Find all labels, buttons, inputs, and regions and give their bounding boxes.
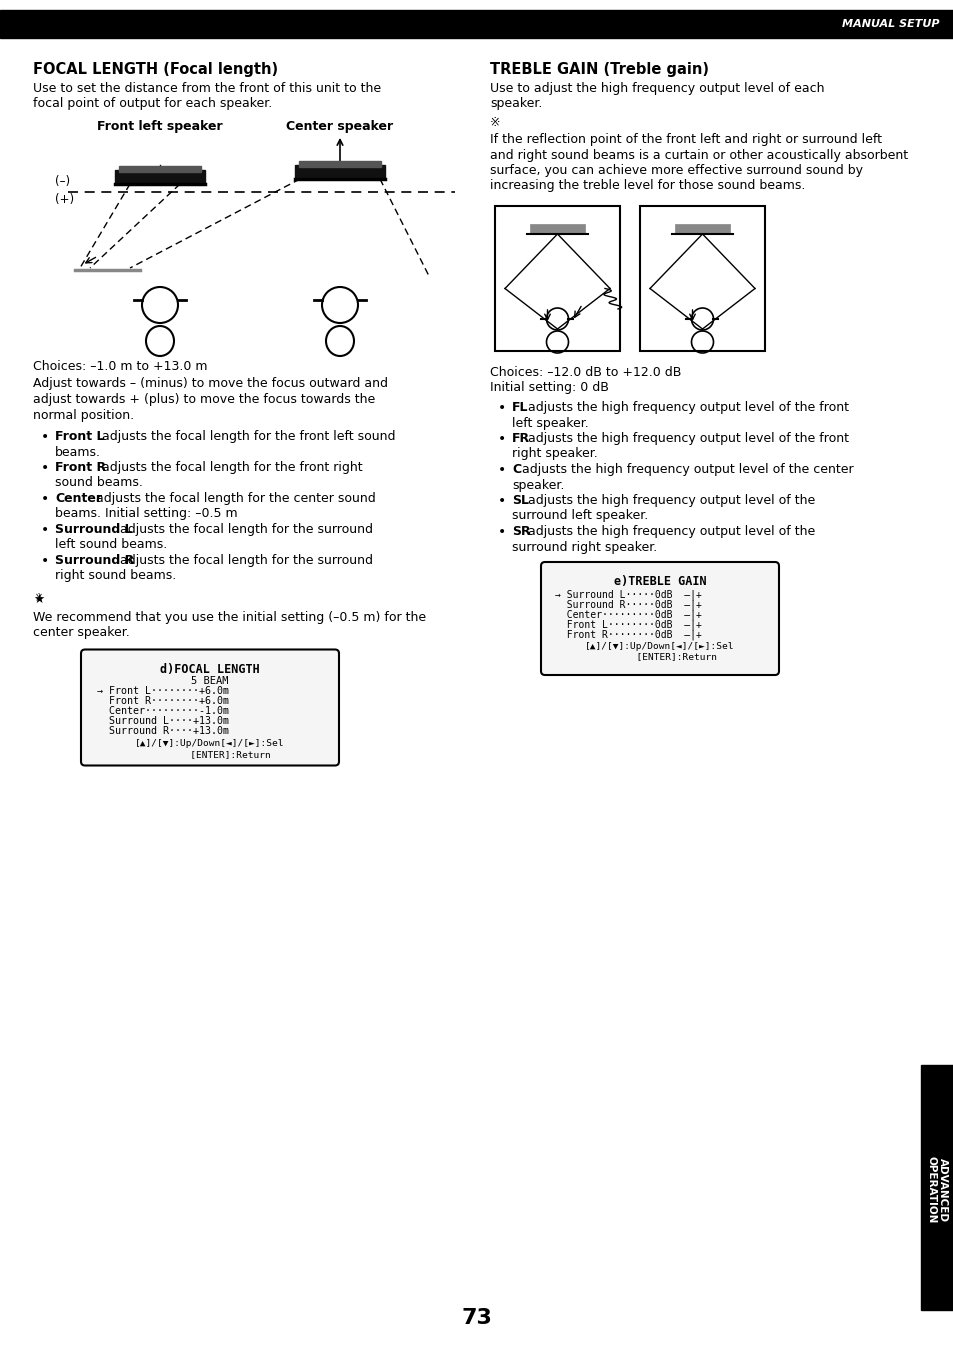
Text: Front R········+6.0m: Front R········+6.0m [97, 697, 229, 706]
Text: Choices: –12.0 dB to +12.0 dB: Choices: –12.0 dB to +12.0 dB [490, 367, 680, 379]
Text: SL: SL [512, 493, 529, 507]
Text: •: • [41, 492, 50, 506]
Text: beams.: beams. [55, 445, 101, 458]
Text: •: • [497, 400, 506, 415]
Text: Use to set the distance from the front of this unit to the: Use to set the distance from the front o… [33, 82, 381, 94]
Bar [530, 224, 584, 235]
Text: TREBLE GAIN (Treble gain): TREBLE GAIN (Treble gain) [490, 62, 708, 77]
Bar [294, 164, 385, 179]
Text: beams. Initial setting: –0.5 m: beams. Initial setting: –0.5 m [55, 507, 237, 520]
Text: e)TREBLE GAIN: e)TREBLE GAIN [613, 576, 705, 588]
Text: Initial setting: 0 dB: Initial setting: 0 dB [490, 381, 608, 395]
Bar [495, 206, 619, 350]
FancyBboxPatch shape [81, 650, 338, 766]
Text: adjusts the high frequency output level of the center: adjusts the high frequency output level … [517, 462, 853, 476]
Text: Center·········0dB  —|+: Center·········0dB —|+ [555, 609, 701, 620]
Text: 5 BEAM: 5 BEAM [191, 675, 229, 686]
Text: Front L: Front L [55, 430, 105, 443]
Text: ※: ※ [34, 593, 42, 603]
Text: SR: SR [512, 524, 530, 538]
Text: Front R: Front R [55, 461, 106, 474]
Text: surround right speaker.: surround right speaker. [512, 541, 657, 554]
Text: adjusts the focal length for the front left sound: adjusts the focal length for the front l… [97, 430, 395, 443]
Text: surface, you can achieve more effective surround sound by: surface, you can achieve more effective … [490, 164, 862, 177]
Bar [0, 9, 953, 38]
Text: We recommend that you use the initial setting (–0.5 m) for the: We recommend that you use the initial se… [33, 611, 426, 624]
Text: Center: Center [55, 492, 102, 506]
Text: adjusts the high frequency output level of the: adjusts the high frequency output level … [523, 493, 815, 507]
Text: adjusts the high frequency output level of the: adjusts the high frequency output level … [523, 524, 815, 538]
Bar [639, 206, 764, 350]
Text: left sound beams.: left sound beams. [55, 538, 167, 551]
Text: C: C [512, 462, 520, 476]
Text: FOCAL LENGTH (Focal length): FOCAL LENGTH (Focal length) [33, 62, 278, 77]
Text: center speaker.: center speaker. [33, 625, 130, 639]
Text: Surround L: Surround L [55, 523, 132, 537]
Text: •: • [497, 431, 506, 446]
Text: Adjust towards – (minus) to move the focus outward and: Adjust towards – (minus) to move the foc… [33, 377, 388, 391]
Text: adjusts the high frequency output level of the front: adjusts the high frequency output level … [523, 431, 848, 445]
Text: •: • [41, 523, 50, 537]
Text: and right sound beams is a curtain or other acoustically absorbent: and right sound beams is a curtain or ot… [490, 148, 907, 162]
Text: → Surround L·····0dB  —|+: → Surround L·····0dB —|+ [555, 589, 701, 600]
Text: adjusts the focal length for the front right: adjusts the focal length for the front r… [97, 461, 362, 474]
Text: normal position.: normal position. [33, 408, 134, 422]
Text: focal point of output for each speaker.: focal point of output for each speaker. [33, 97, 272, 111]
Text: [▲]/[▼]:Up/Down[◄]/[►]:Sel
      [ENTER]:Return: [▲]/[▼]:Up/Down[◄]/[►]:Sel [ENTER]:Retur… [584, 642, 734, 662]
Text: right sound beams.: right sound beams. [55, 569, 176, 582]
Text: •: • [497, 493, 506, 508]
Text: right speaker.: right speaker. [512, 448, 598, 461]
Text: (+): (+) [55, 194, 74, 206]
Text: •: • [41, 554, 50, 568]
Text: FL: FL [512, 400, 528, 414]
Bar [920, 1065, 953, 1310]
FancyBboxPatch shape [540, 562, 779, 675]
Text: surround left speaker.: surround left speaker. [512, 510, 648, 523]
Text: Center·········-1.0m: Center·········-1.0m [97, 706, 229, 717]
Text: sound beams.: sound beams. [55, 476, 143, 489]
Text: FR: FR [512, 431, 530, 445]
Text: If the reflection point of the front left and right or surround left: If the reflection point of the front lef… [490, 133, 882, 146]
Text: adjust towards + (plus) to move the focus towards the: adjust towards + (plus) to move the focu… [33, 394, 375, 406]
Text: Center speaker: Center speaker [286, 120, 394, 133]
Text: Front L········0dB  —|+: Front L········0dB —|+ [555, 619, 701, 630]
Text: adjusts the high frequency output level of the front: adjusts the high frequency output level … [523, 400, 848, 414]
Bar [115, 170, 205, 183]
Text: d)FOCAL LENGTH: d)FOCAL LENGTH [160, 662, 259, 675]
Text: ★: ★ [33, 593, 44, 607]
Text: ※: ※ [490, 116, 500, 129]
Text: left speaker.: left speaker. [512, 417, 588, 430]
Text: •: • [497, 524, 506, 539]
Text: speaker.: speaker. [512, 479, 564, 492]
Text: → Front L········+6.0m: → Front L········+6.0m [97, 686, 229, 697]
Text: Surround R: Surround R [55, 554, 134, 568]
Text: Front R········0dB  —|+: Front R········0dB —|+ [555, 630, 701, 639]
Text: increasing the treble level for those sound beams.: increasing the treble level for those so… [490, 179, 804, 193]
Text: •: • [41, 461, 50, 474]
Text: •: • [41, 430, 50, 443]
Text: adjusts the focal length for the surround: adjusts the focal length for the surroun… [116, 523, 373, 537]
Text: 73: 73 [461, 1308, 492, 1328]
Text: Surround L····+13.0m: Surround L····+13.0m [97, 717, 229, 727]
Text: •: • [497, 462, 506, 477]
Text: ADVANCED
OPERATION: ADVANCED OPERATION [925, 1157, 947, 1224]
Text: [▲]/[▼]:Up/Down[◄]/[►]:Sel
       [ENTER]:Return: [▲]/[▼]:Up/Down[◄]/[►]:Sel [ENTER]:Retur… [135, 740, 284, 759]
Bar [298, 160, 380, 167]
Text: Choices: –1.0 m to +13.0 m: Choices: –1.0 m to +13.0 m [33, 360, 208, 373]
Bar [675, 224, 729, 235]
Text: Surround R·····0dB  —|+: Surround R·····0dB —|+ [555, 599, 701, 609]
Text: Use to adjust the high frequency output level of each: Use to adjust the high frequency output … [490, 82, 823, 94]
Text: adjusts the focal length for the center sound: adjusts the focal length for the center … [91, 492, 375, 506]
Text: speaker.: speaker. [490, 97, 542, 111]
Bar [119, 166, 201, 173]
Text: adjusts the focal length for the surround: adjusts the focal length for the surroun… [116, 554, 373, 568]
Text: (–): (–) [55, 175, 71, 189]
Text: Front left speaker: Front left speaker [97, 120, 223, 133]
Text: Surround R····+13.0m: Surround R····+13.0m [97, 727, 229, 736]
Text: MANUAL SETUP: MANUAL SETUP [841, 19, 939, 30]
